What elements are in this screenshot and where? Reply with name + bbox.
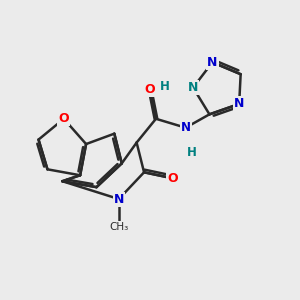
Text: O: O bbox=[58, 112, 69, 125]
Text: N: N bbox=[114, 193, 124, 206]
Text: O: O bbox=[145, 82, 155, 96]
Text: N: N bbox=[234, 98, 244, 110]
Text: O: O bbox=[167, 172, 178, 185]
Text: CH₃: CH₃ bbox=[109, 222, 128, 232]
Text: N: N bbox=[188, 81, 198, 94]
Text: N: N bbox=[181, 121, 191, 134]
Text: H: H bbox=[160, 80, 170, 93]
Text: N: N bbox=[207, 56, 218, 69]
Text: H: H bbox=[187, 146, 196, 160]
